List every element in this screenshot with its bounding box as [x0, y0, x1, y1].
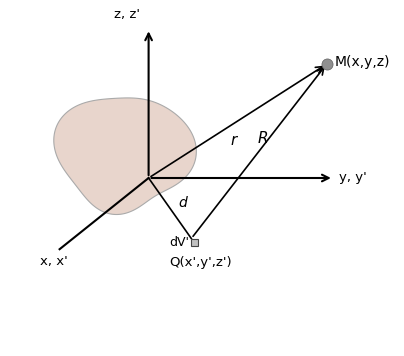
- Text: dV': dV': [170, 236, 189, 249]
- Text: z, z': z, z': [114, 8, 140, 21]
- Text: d: d: [178, 196, 187, 210]
- Bar: [191, 239, 198, 246]
- Text: R: R: [257, 131, 268, 146]
- Text: y, y': y, y': [339, 172, 367, 184]
- Text: Q(x',y',z'): Q(x',y',z'): [169, 256, 231, 269]
- Polygon shape: [54, 98, 196, 215]
- Text: M(x,y,z): M(x,y,z): [335, 55, 390, 69]
- Text: x, x': x, x': [40, 255, 68, 268]
- Text: r: r: [231, 133, 237, 148]
